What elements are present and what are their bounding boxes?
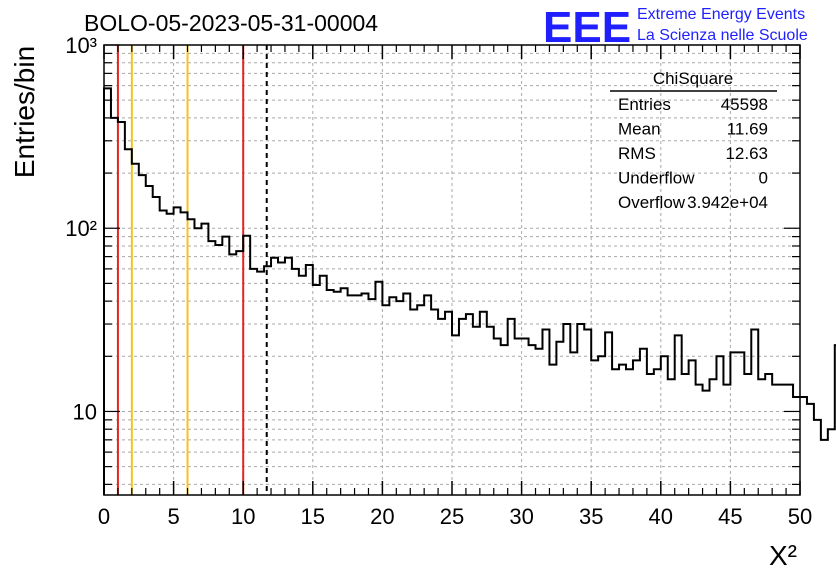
eee-logo-line2: La Scienza nelle Scuole bbox=[637, 27, 808, 44]
stats-rows: Entries 45598 Mean 11.69 RMS 12.63 Underflow 0 O… bbox=[618, 95, 768, 212]
stats-row-label: Underflow bbox=[618, 169, 695, 188]
eee-logo-mark: EEE bbox=[543, 3, 631, 52]
y-tick-label: 10² bbox=[65, 216, 97, 241]
stats-row-value: 11.69 bbox=[727, 120, 768, 139]
eee-logo-line1: Extreme Energy Events bbox=[637, 6, 805, 23]
x-tick-label: 20 bbox=[370, 504, 394, 529]
axis-ticks bbox=[103, 44, 801, 495]
x-tick-label: 30 bbox=[509, 504, 533, 529]
axis-tick-labels: 0 5 10 15 20 25 30 35 40 45 50 10 10² 10³ bbox=[65, 33, 812, 529]
stats-row-value: 0 bbox=[759, 169, 768, 188]
stats-row-label: Entries bbox=[618, 95, 671, 114]
stats-row-value: 45598 bbox=[721, 95, 768, 114]
reference-lines bbox=[116, 45, 268, 495]
stats-row-value: 3.942e+04 bbox=[687, 193, 768, 212]
x-tick-label: 5 bbox=[167, 504, 179, 529]
stats-row-label: Mean bbox=[618, 120, 661, 139]
histogram-title: BOLO-05-2023-05-31-00004 bbox=[84, 10, 378, 36]
x-tick-label: 50 bbox=[788, 504, 812, 529]
y-tick-label: 10³ bbox=[65, 33, 97, 58]
y-axis-title: Entries/bin bbox=[9, 46, 40, 178]
x-tick-label: 0 bbox=[98, 504, 110, 529]
stats-row-label: RMS bbox=[618, 144, 656, 163]
x-axis-title: X² bbox=[769, 540, 797, 571]
y-tick-label: 10 bbox=[73, 399, 97, 424]
stats-title: ChiSquare bbox=[653, 69, 733, 88]
stats-row-label: Overflow bbox=[618, 193, 686, 212]
x-tick-label: 10 bbox=[231, 504, 255, 529]
stats-box: ChiSquare Entries 45598 Mean 11.69 RMS 12.63 U… bbox=[610, 69, 777, 212]
x-tick-label: 25 bbox=[440, 504, 464, 529]
eee-logo: EEE Extreme Energy Events La Scienza nel… bbox=[543, 3, 808, 52]
histogram-series bbox=[103, 87, 836, 495]
histogram-outline bbox=[103, 87, 836, 495]
x-tick-label: 35 bbox=[579, 504, 603, 529]
stats-row-value: 12.63 bbox=[725, 144, 768, 163]
x-tick-label: 45 bbox=[718, 504, 742, 529]
x-tick-label: 15 bbox=[301, 504, 325, 529]
x-tick-label: 40 bbox=[649, 504, 673, 529]
